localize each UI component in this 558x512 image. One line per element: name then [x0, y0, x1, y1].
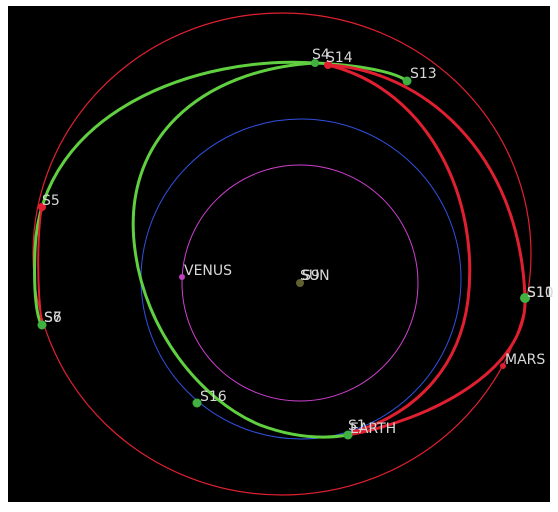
marker — [296, 279, 304, 287]
marker — [402, 76, 412, 86]
body-label: S14 — [326, 50, 353, 66]
transfer-arc — [327, 63, 472, 434]
transfer-arc — [327, 63, 527, 437]
transfer-arc — [33, 60, 316, 326]
marker — [520, 293, 530, 303]
marker — [324, 61, 332, 69]
venus-orbit — [181, 164, 419, 402]
body-label: EARTH — [350, 421, 396, 437]
marker — [500, 363, 506, 369]
body-label: VENUS — [184, 263, 232, 279]
body-label: S1 — [348, 418, 366, 434]
marker — [37, 320, 47, 330]
body-label: S6 — [44, 310, 62, 326]
body-label: S4 — [312, 47, 330, 63]
marker — [343, 430, 353, 440]
transfer-arc — [37, 204, 43, 326]
marker — [311, 59, 319, 67]
body-label: S5 — [42, 193, 60, 209]
marker — [179, 274, 185, 280]
body-label: S11 — [527, 285, 554, 301]
marker — [38, 203, 46, 211]
marker — [192, 398, 202, 408]
mars-orbit — [32, 12, 532, 496]
background — [8, 6, 550, 502]
body-label: S16 — [200, 389, 227, 405]
body-label: SUN — [300, 268, 330, 284]
transfer-arc — [131, 61, 349, 439]
body-label: MARS — [505, 352, 545, 368]
body-label: S10 — [527, 285, 554, 301]
body-label: S13 — [410, 66, 437, 82]
body-label: S9 — [302, 268, 320, 284]
body-label: S7 — [44, 310, 62, 326]
